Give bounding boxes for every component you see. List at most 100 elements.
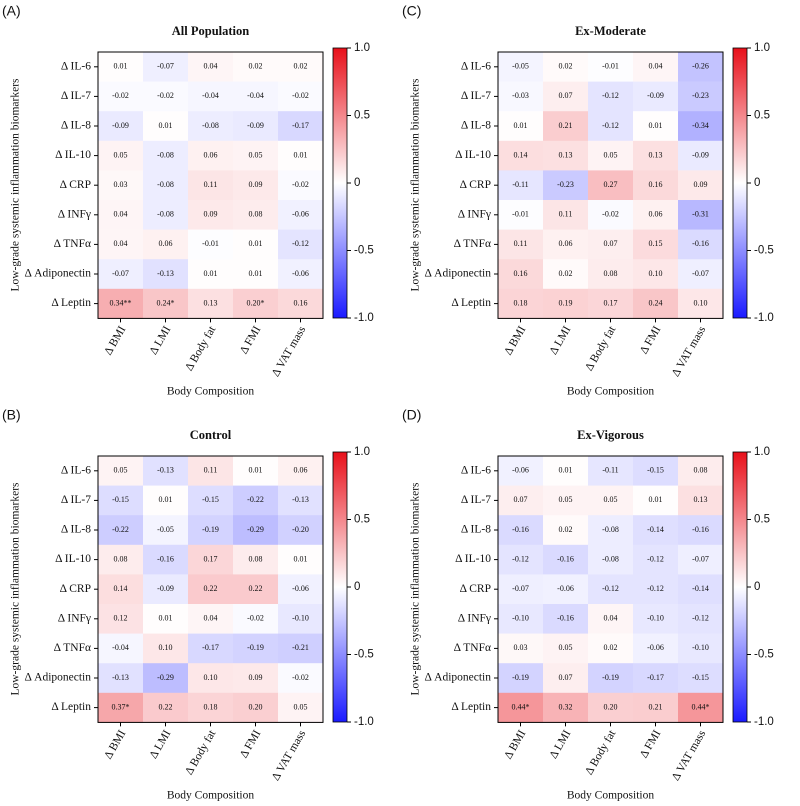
- heatmap-cell: [98, 544, 144, 575]
- cell-label: 0.10: [694, 298, 708, 307]
- heatmap-cell: [543, 170, 589, 201]
- cell-label: -0.14: [692, 584, 709, 593]
- colorbar-tick-label: 0.5: [354, 110, 370, 122]
- cell-label: 0.11: [204, 466, 218, 475]
- heatmap-cell: [678, 456, 724, 486]
- cell-label: -0.20: [292, 525, 309, 534]
- y-tick-label: Δ IL-10: [55, 149, 91, 161]
- cell-label: 0.04: [604, 614, 618, 623]
- y-axis-label: Low-grade systemic inflammation biomarke…: [10, 482, 22, 696]
- y-tick-label: Δ INFγ: [58, 612, 91, 624]
- cell-label: -0.09: [157, 584, 174, 593]
- y-tick-label: Δ Leptin: [51, 297, 91, 309]
- x-tick-label: Δ VAT mass: [670, 728, 709, 783]
- cell-label: 0.16: [294, 298, 308, 307]
- cell-label: -0.04: [202, 91, 219, 100]
- x-tick-label: Δ VAT mass: [670, 324, 709, 379]
- cell-label: 0.01: [649, 495, 663, 504]
- cell-label: -0.08: [157, 180, 174, 189]
- colorbar-tick-label: 1.0: [354, 42, 370, 54]
- y-tick-label: Δ IL-7: [461, 494, 491, 506]
- cell-label: 0.01: [159, 614, 173, 623]
- cell-label: -0.06: [292, 269, 309, 278]
- heatmap-cell: [543, 485, 589, 516]
- x-axis-label: Body Composition: [167, 386, 254, 398]
- cell-label: 0.07: [604, 239, 618, 248]
- cell-label: 0.22: [204, 584, 218, 593]
- cell-label: 0.17: [604, 298, 618, 307]
- cell-label: 0.34**: [110, 298, 132, 307]
- heatmap-cell: [188, 515, 234, 546]
- y-tick-label: Δ IL-8: [61, 524, 91, 536]
- y-tick-label: Δ INFγ: [458, 612, 491, 624]
- y-tick-label: Δ CRP: [60, 179, 91, 191]
- colorbar-tick-label: 0.5: [754, 110, 770, 122]
- cell-label: -0.01: [512, 210, 529, 219]
- cell-label: -0.31: [692, 210, 709, 219]
- cell-label: 0.24*: [157, 298, 175, 307]
- cell-label: 0.18: [514, 298, 528, 307]
- cell-label: -0.08: [202, 121, 219, 130]
- cell-label: -0.08: [602, 525, 619, 534]
- heatmap-cell: [188, 200, 234, 230]
- cell-label: 0.04: [204, 614, 218, 623]
- heatmap-cell: [143, 663, 189, 694]
- x-tick-label: Δ BMI: [102, 324, 128, 357]
- cell-label: 0.02: [559, 269, 573, 278]
- cell-label: 0.01: [159, 121, 173, 130]
- cell-label: 0.01: [559, 466, 573, 475]
- heatmap-cell: [188, 574, 234, 605]
- cell-label: 0.01: [294, 554, 308, 563]
- chart-title: Control: [190, 428, 232, 442]
- cell-label: 0.13: [649, 150, 663, 159]
- y-tick-label: Δ IL-7: [61, 494, 91, 506]
- y-tick-label: Δ CRP: [460, 179, 491, 191]
- cell-label: 0.17: [204, 554, 218, 563]
- cell-label: -0.13: [157, 269, 174, 278]
- heatmap-cell: [98, 52, 144, 82]
- heatmap-cell: [498, 515, 544, 546]
- cell-label: -0.11: [602, 466, 618, 475]
- cell-label: -0.12: [602, 584, 619, 593]
- cell-label: 0.08: [604, 269, 618, 278]
- colorbar-tick-label: -1.0: [754, 312, 774, 324]
- cell-label: 0.12: [114, 614, 128, 623]
- x-tick-label: Δ FMI: [638, 728, 664, 760]
- heatmap-cell: [588, 515, 634, 546]
- x-tick-label: Δ FMI: [238, 728, 264, 760]
- heatmap-cell: [678, 604, 724, 634]
- heatmap-cell: [678, 692, 724, 723]
- heatmap-cell: [233, 515, 279, 546]
- heatmap-cell: [233, 52, 279, 82]
- cell-label: 0.20*: [247, 298, 265, 307]
- cell-label: 0.09: [249, 673, 263, 682]
- cell-label: 0.02: [559, 525, 573, 534]
- cell-label: 0.08: [249, 554, 263, 563]
- heatmap-cell: [98, 574, 144, 605]
- y-axis-label: Low-grade systemic inflammation biomarke…: [410, 78, 422, 292]
- heatmap-cell: [278, 259, 324, 290]
- heatmap-cell: [633, 456, 679, 486]
- colorbar-tick-label: -0.5: [754, 245, 774, 257]
- heatmap-cell: [98, 111, 144, 142]
- heatmap-cell: [633, 515, 679, 546]
- heatmap-cell: [633, 170, 679, 201]
- colorbar-tick-label: 0: [354, 581, 360, 593]
- cell-label: 0.07: [514, 495, 528, 504]
- heatmap-cell: [143, 81, 189, 112]
- cell-label: 0.01: [249, 466, 263, 475]
- x-axis-label: Body Composition: [567, 790, 654, 802]
- y-tick-label: Δ IL-7: [461, 90, 491, 102]
- cell-label: -0.02: [292, 91, 309, 100]
- heatmap-cell: [543, 229, 589, 260]
- heatmap-cell: [233, 229, 279, 260]
- x-axis-label: Body Composition: [167, 790, 254, 802]
- heatmap-cell: [143, 633, 189, 664]
- heatmap-cell: [98, 259, 144, 290]
- cell-label: 0.21: [649, 702, 663, 711]
- heatmap-cell: [543, 259, 589, 290]
- cell-label: -0.13: [292, 495, 309, 504]
- heatmap-cell: [588, 288, 634, 319]
- cell-label: -0.02: [112, 91, 129, 100]
- heatmap-cell: [143, 515, 189, 546]
